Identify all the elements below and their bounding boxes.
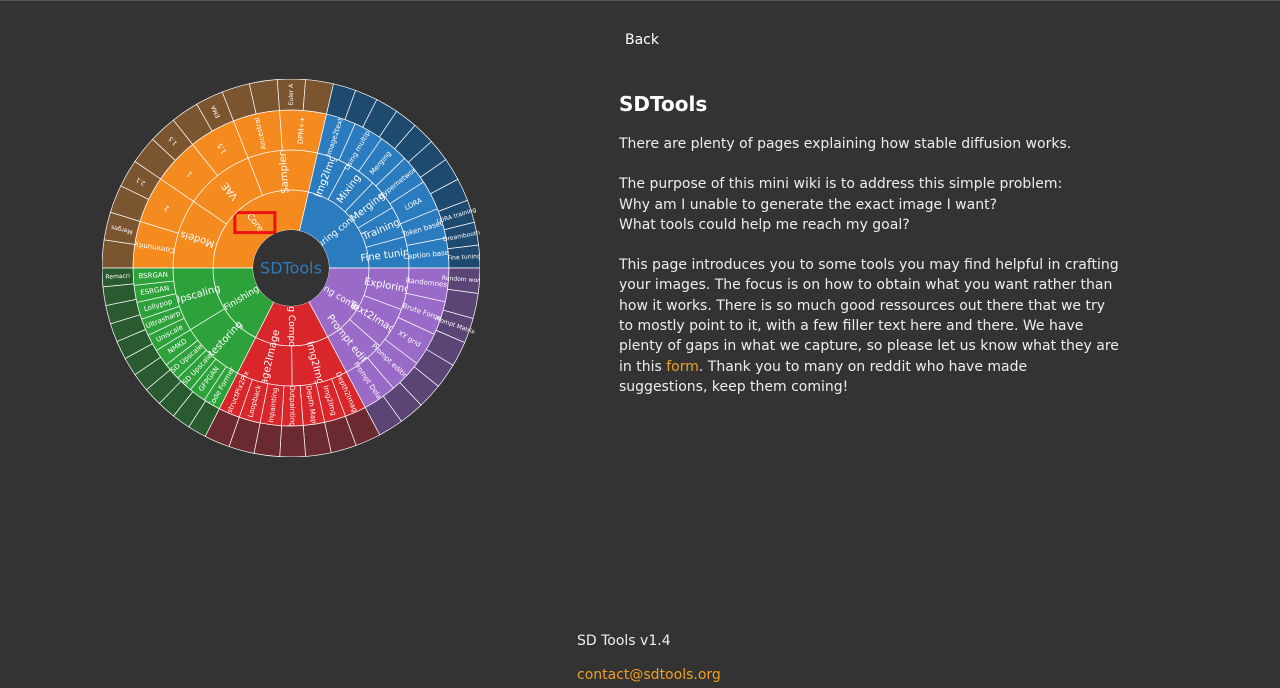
description-paragraph: This page introduces you to some tools y…: [619, 255, 1119, 397]
main-content: SDTools There are plenty of pages explai…: [619, 92, 1119, 417]
contact-link[interactable]: contact@sdtools.org: [577, 667, 721, 683]
sunburst-chart[interactable]: Core Capturing concepts Exploring composit…: [102, 79, 480, 457]
description-text-end: . Thank you to many on reddit who have m…: [619, 358, 1028, 395]
page-title: SDTools: [619, 92, 708, 116]
purpose-line: The purpose of this mini wiki is to addr…: [619, 176, 1063, 193]
sunburst-segment[interactable]: [447, 244, 480, 269]
purpose-paragraph: The purpose of this mini wiki is to addr…: [619, 174, 1119, 235]
intro-paragraph: There are plenty of pages explaining how…: [619, 136, 1072, 152]
sunburst-segment[interactable]: [102, 267, 135, 288]
description-text: This page introduces you to some tools y…: [619, 257, 1119, 375]
sunburst-center-label: SDTools: [260, 259, 322, 278]
sunburst-center[interactable]: [253, 230, 329, 306]
highlight-box: [233, 211, 277, 235]
sunburst-segment[interactable]: [276, 79, 306, 111]
form-link[interactable]: form: [666, 358, 699, 375]
footer-version: SD Tools v1.4: [577, 633, 671, 649]
purpose-line: What tools could help me reach my goal?: [619, 216, 910, 233]
sunburst-segment[interactable]: [279, 425, 306, 457]
sunburst-segment[interactable]: [281, 385, 304, 427]
back-link[interactable]: Back: [625, 32, 659, 48]
purpose-line: Why am I unable to generate the exact im…: [619, 196, 997, 213]
